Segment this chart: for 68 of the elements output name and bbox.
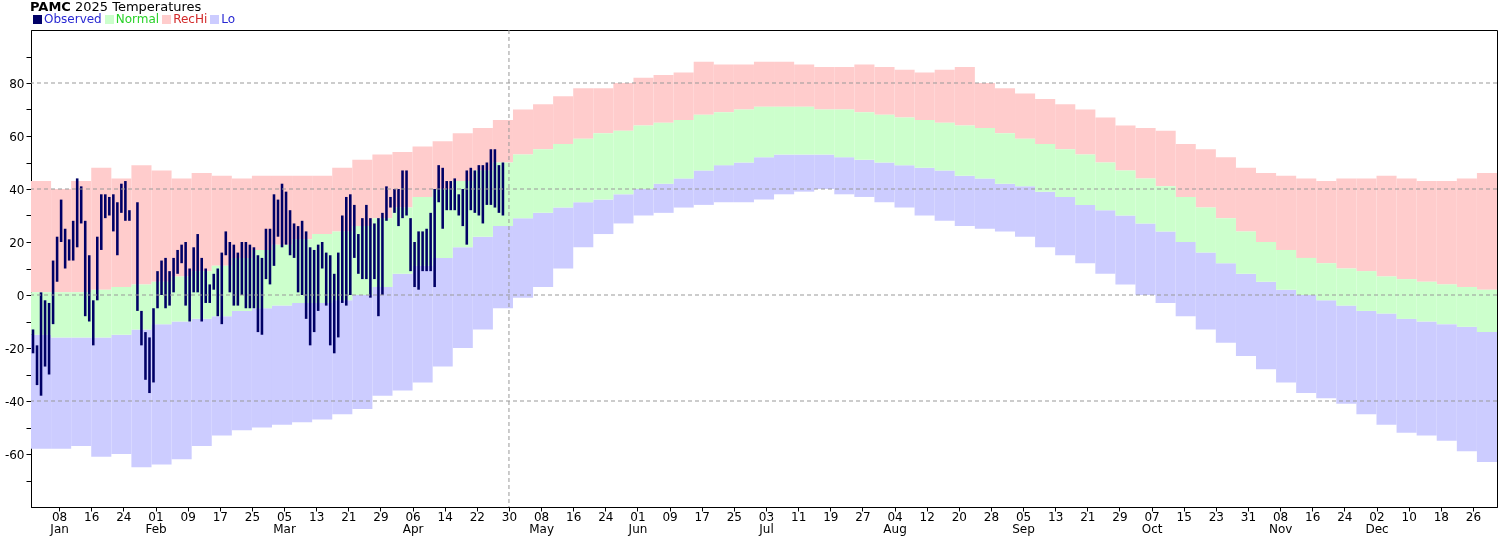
x-tick-label: 26 [1465, 509, 1482, 524]
x-tick-label: 27 [855, 509, 871, 524]
x-tick-label: 13 [1048, 509, 1064, 524]
x-tick-label: 20 [951, 509, 967, 524]
x-tick-label: 09 [180, 509, 196, 524]
legend-label: Observed [44, 12, 102, 26]
x-tick-label: 12 [919, 509, 935, 524]
x-tick-label: 19 [823, 509, 839, 524]
bar [345, 196, 348, 306]
legend-label: Lo [221, 12, 236, 26]
bar [465, 170, 469, 245]
x-tick-label: 21 [1080, 509, 1096, 524]
x-tick-label: 24 [598, 509, 614, 524]
x-tick-label: 23 [1208, 509, 1224, 524]
y-tick-label: -40 [4, 394, 25, 409]
x-tick-label: 08 May [529, 509, 554, 536]
x-tick-label: 29 [373, 509, 389, 524]
legend-label: Normal [115, 12, 160, 26]
x-tick-label: 25 [244, 509, 261, 524]
legend-label: RecHi [173, 12, 208, 26]
x-tick-label: 21 [341, 509, 357, 524]
x-tick-label: 05 Sep [1012, 509, 1035, 536]
x-tick-label: 07 Oct [1141, 509, 1163, 536]
x-tick-label: 11 [791, 509, 807, 524]
chart-title: PAMC 2025 Temperatures [30, 0, 202, 14]
x-tick-label: 03 Jul [758, 509, 775, 536]
bar [449, 181, 452, 211]
x-tick-label: 02 Dec [1365, 509, 1389, 536]
x-tick-label: 05 Mar [273, 509, 296, 536]
x-tick-label: 17 [212, 509, 228, 524]
x-tick-label: 30 [501, 509, 518, 524]
bar [417, 231, 420, 290]
y-tick-label: 60 [9, 129, 25, 144]
y-tick-label: 20 [9, 235, 25, 250]
x-tick-label: 01 Jun [627, 509, 648, 536]
x-tick-label: 14 [437, 509, 453, 524]
x-tick-label: 16 [84, 509, 100, 524]
x-tick-label: 15 [1176, 509, 1192, 524]
x-tick-label: 24 [116, 509, 132, 524]
bar [441, 167, 444, 229]
bar [136, 202, 139, 311]
bar [220, 252, 224, 325]
x-tick-label: 10 [1401, 509, 1417, 524]
y-tick-label: 80 [9, 76, 25, 91]
x-tick-label: 16 [566, 509, 582, 524]
x-tick-label: 08 Jan [49, 509, 69, 536]
x-tick-label: 29 [1112, 509, 1128, 524]
x-tick-label: 25 [726, 509, 743, 524]
x-tick-label: 28 [983, 509, 1000, 524]
bar [405, 170, 408, 216]
x-tick-label: 08 Nov [1268, 509, 1293, 536]
y-tick-label: 0 [16, 288, 25, 303]
x-tick-label: 18 [1433, 509, 1449, 524]
x-tick-label: 16 [1305, 509, 1321, 524]
bar [164, 257, 167, 309]
x-tick-label: 06 Apr [402, 509, 424, 536]
x-tick-label: 24 [1337, 509, 1353, 524]
y-tick-label: 40 [9, 182, 25, 197]
x-tick-label: 04 Aug [883, 509, 907, 536]
x-tick-label: 13 [309, 509, 325, 524]
bar [124, 181, 127, 221]
x-tick-label: 01 Feb [145, 509, 167, 536]
y-tick-label: -60 [4, 447, 25, 462]
x-tick-label: 31 [1240, 509, 1257, 524]
x-tick-label: 17 [694, 509, 710, 524]
x-tick-label: 22 [469, 509, 485, 524]
x-tick-label: 09 [662, 509, 678, 524]
y-tick-label: -20 [4, 341, 25, 356]
